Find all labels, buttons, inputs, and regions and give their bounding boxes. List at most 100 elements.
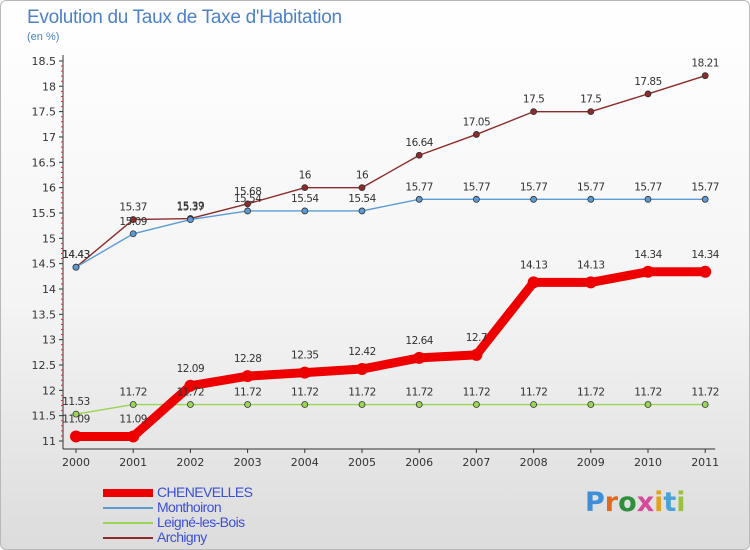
data-point (129, 401, 137, 408)
data-point (186, 216, 194, 223)
data-label: 11.53 (62, 396, 90, 408)
data-label: 14.13 (520, 259, 548, 271)
legend-item: CHENEVELLES (103, 484, 363, 501)
data-point (701, 72, 709, 80)
data-label: 16.64 (405, 137, 433, 149)
y-tick-label: 11 (42, 435, 56, 448)
logo-letter: t (663, 487, 677, 518)
x-tick-label: 2006 (405, 456, 433, 469)
data-point (415, 401, 423, 408)
data-point (415, 151, 423, 159)
data-point (701, 195, 709, 203)
data-label: 15.37 (177, 202, 205, 214)
data-label: 11.72 (634, 387, 662, 399)
series-line-Archigny (75, 74, 706, 268)
legend-label: Monthoiron (157, 499, 222, 515)
data-label: 15.09 (119, 216, 147, 228)
data-label: 16 (356, 170, 369, 182)
data-point (470, 348, 483, 361)
legend-label: CHENEVELLES (157, 484, 253, 500)
chart-subtitle: (en %) (27, 31, 60, 43)
data-point (530, 108, 537, 116)
data-label: 11.09 (119, 413, 147, 425)
data-label: 11.72 (463, 387, 491, 399)
line-chart: 11 11.5 12 12.5 13 13.5 14 14.5 15 15.5 16 16.5 17 17… (32, 54, 720, 469)
y-tick-label: 13 (42, 334, 56, 347)
data-label: 15.77 (405, 181, 433, 193)
legend-swatch (103, 522, 153, 524)
y-tick-label: 16 (42, 182, 56, 195)
data-label: 16 (299, 170, 312, 182)
y-tick-label: 12 (42, 384, 56, 397)
y-tick-label: 18 (42, 80, 56, 93)
logo-letter: r (604, 487, 619, 518)
legend-item: Leigné-les-Bois (103, 514, 363, 531)
data-point (244, 200, 252, 208)
data-point (584, 276, 597, 289)
data-label: 15.77 (577, 181, 605, 193)
y-tick-label: 18.5 (32, 55, 57, 68)
y-tick-label: 14.5 (32, 258, 57, 271)
logo-letter: P (585, 487, 605, 518)
data-label: 18.21 (691, 58, 719, 70)
x-tick-label: 2005 (348, 456, 376, 469)
legend-label: Archigny (157, 529, 207, 545)
data-point (241, 370, 254, 383)
y-tick-label: 16.5 (32, 156, 57, 169)
legend-swatch (103, 507, 153, 509)
data-label: 14.34 (691, 249, 719, 261)
data-point (301, 401, 309, 408)
data-point (644, 90, 652, 98)
data-point (186, 401, 194, 408)
y-tick-label: 14 (42, 283, 56, 296)
data-label: 15.54 (234, 193, 262, 205)
data-point (644, 401, 652, 408)
legend-swatch (103, 489, 153, 497)
data-label: 17.85 (634, 76, 662, 88)
data-label: 11.72 (119, 387, 147, 399)
data-label: 11.72 (405, 387, 433, 399)
legend-swatch (103, 537, 153, 539)
x-tick-label: 2007 (462, 456, 490, 469)
data-label: 11.72 (577, 387, 605, 399)
data-label: 11.72 (348, 387, 376, 399)
data-point (301, 207, 309, 215)
data-label: 17.5 (580, 94, 601, 106)
data-point (72, 410, 80, 418)
x-tick-label: 2002 (176, 456, 204, 469)
data-point (129, 216, 137, 223)
data-point (472, 195, 480, 203)
x-tick-label: 2008 (520, 456, 548, 469)
data-label: 12.09 (177, 363, 205, 375)
data-label: 17.5 (523, 94, 544, 106)
data-label: 11.72 (520, 387, 548, 399)
data-point (587, 108, 595, 116)
data-label: 15.37 (119, 202, 147, 214)
x-tick-label: 2009 (577, 456, 605, 469)
chart-title: Evolution du Taux de Taxe d'Habitation (27, 7, 342, 28)
x-tick-label: 2000 (62, 456, 90, 469)
data-point (127, 430, 140, 443)
data-point (527, 276, 540, 289)
data-point (358, 401, 366, 408)
data-label: 11.72 (291, 387, 319, 399)
legend-label: Leigné-les-Bois (157, 514, 245, 530)
data-label: 11.72 (691, 387, 719, 399)
data-label: 12.42 (348, 346, 376, 358)
data-label: 14.34 (634, 249, 662, 261)
data-label: 15.77 (634, 181, 662, 193)
data-label: 15.77 (463, 181, 491, 193)
data-label: 12.64 (405, 335, 433, 347)
data-point (699, 265, 712, 278)
data-point (129, 230, 137, 238)
x-tick-label: 2004 (291, 456, 319, 469)
data-label: 11.72 (234, 387, 262, 399)
series-line-CHENEVELLES (71, 267, 710, 441)
data-point (413, 351, 426, 364)
data-point (72, 263, 80, 271)
data-label: 12.7 (466, 332, 487, 344)
x-tick-label: 2010 (634, 456, 662, 469)
data-point (642, 265, 654, 278)
y-tick-label: 15.5 (32, 207, 57, 220)
legend-item: Archigny (103, 529, 363, 546)
